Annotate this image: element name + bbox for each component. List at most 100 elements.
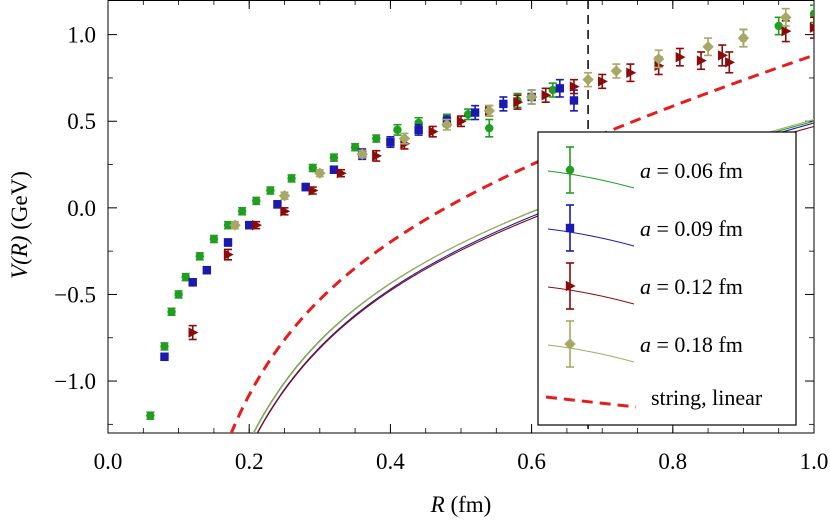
x-tick-label: 0.6 xyxy=(517,449,546,474)
data-point-series-0 xyxy=(174,290,183,299)
legend-marker xyxy=(565,165,575,175)
x-axis-title: R (fm) xyxy=(430,492,492,517)
legend-label: a = 0.18 fm xyxy=(640,332,743,357)
data-point-series-0 xyxy=(774,21,783,31)
x-tick-label: 0.2 xyxy=(235,449,264,474)
legend-box xyxy=(537,131,797,426)
data-point-series-1 xyxy=(555,84,565,93)
data-point-series-3 xyxy=(483,105,495,117)
data-point-series-3 xyxy=(780,11,792,24)
data-point-series-0 xyxy=(266,186,275,195)
data-point-series-3 xyxy=(582,73,594,86)
data-point-series-1 xyxy=(569,96,579,105)
x-tick-label: 0.4 xyxy=(376,449,405,474)
x-tick-label: 0.8 xyxy=(658,449,687,474)
legend: a = 0.06 fm a = 0.09 fm a = 0.12 fm a = 0.1… xyxy=(537,131,797,426)
data-point-series-0 xyxy=(393,125,402,135)
data-point-series-3 xyxy=(314,167,326,179)
legend-fit-sample xyxy=(547,170,635,189)
y-tick-label: 0.0 xyxy=(67,196,96,221)
data-point-series-2 xyxy=(725,57,735,68)
data-point-series-2 xyxy=(626,67,637,78)
data-point-series-2 xyxy=(456,116,467,127)
data-point-series-0 xyxy=(181,272,190,282)
data-point-series-3 xyxy=(525,91,538,103)
data-point-series-2 xyxy=(569,81,580,92)
data-point-series-0 xyxy=(146,411,155,420)
data-point-series-1 xyxy=(499,99,508,109)
data-point-series-2 xyxy=(252,219,262,231)
y-tick-label: 1.0 xyxy=(67,23,96,48)
data-point-series-1 xyxy=(329,165,339,174)
legend-marker xyxy=(565,280,576,292)
data-point-series-0 xyxy=(237,207,247,216)
data-point-series-2 xyxy=(598,76,608,87)
data-point-series-3 xyxy=(610,65,623,77)
data-point-series-2 xyxy=(696,55,707,66)
data-point-series-0 xyxy=(167,307,176,316)
legend-label: a = 0.09 fm xyxy=(640,216,743,241)
y-tick-label: −1.0 xyxy=(54,369,96,394)
data-point-series-2 xyxy=(718,50,728,61)
y-axis-title: V(R) (GeV) xyxy=(7,171,32,279)
data-point-series-1 xyxy=(202,265,212,275)
data-point-series-2 xyxy=(541,90,552,101)
y-tick-label: −0.5 xyxy=(54,282,96,307)
error-bar-series-2 xyxy=(810,16,814,39)
string-linear-curve xyxy=(229,53,814,433)
data-point-series-1 xyxy=(160,352,169,361)
data-point-series-0 xyxy=(485,123,494,133)
data-point-series-2 xyxy=(280,206,291,217)
legend-reference-sample xyxy=(545,395,637,409)
data-point-series-3 xyxy=(702,41,714,53)
data-point-series-1 xyxy=(386,137,395,147)
data-point-series-1 xyxy=(273,200,282,209)
data-point-series-0 xyxy=(195,252,204,261)
data-point-series-0 xyxy=(372,134,381,143)
data-point-series-1 xyxy=(223,238,233,247)
axis-ticks: 0.0 0.2 0.4 0.6 0.8 1.0 −1.0 −0.5 0.0 0.5 1.0 xyxy=(54,0,828,474)
legend-label: a = 0.12 fm xyxy=(640,274,743,299)
x-tick-label: 0.0 xyxy=(94,449,123,474)
legend-marker xyxy=(565,223,575,233)
y-tick-label: 0.5 xyxy=(67,109,96,134)
legend-fit-sample xyxy=(547,286,635,305)
data-point-series-1 xyxy=(245,220,254,230)
legend-fit-sample xyxy=(547,228,635,247)
data-point-series-0 xyxy=(350,143,360,152)
data-point-series-2 xyxy=(188,327,199,338)
data-point-series-2 xyxy=(308,185,319,196)
data-point-series-0 xyxy=(809,9,814,19)
data-point-series-0 xyxy=(463,110,473,119)
legend-label: a = 0.06 fm xyxy=(640,158,743,183)
data-point-series-2 xyxy=(223,249,234,260)
data-point-series-0 xyxy=(548,85,557,95)
data-point-series-2 xyxy=(513,96,524,108)
data-point-series-2 xyxy=(809,22,814,33)
data-point-series-0 xyxy=(209,234,219,244)
data-point-series-2 xyxy=(336,168,347,179)
error-bar-series-0 xyxy=(810,4,814,24)
data-point-series-1 xyxy=(414,125,423,135)
data-point-series-3 xyxy=(441,119,453,131)
data-point-series-0 xyxy=(223,220,233,230)
data-point-series-3 xyxy=(652,53,665,65)
x-tick-label: 1.0 xyxy=(800,449,829,474)
data-point-series-3 xyxy=(398,132,411,145)
data-point-series-1 xyxy=(188,278,197,287)
data-point-series-2 xyxy=(372,150,382,162)
data-point-series-0 xyxy=(252,196,261,206)
data-point-series-1 xyxy=(301,182,310,192)
data-point-series-3 xyxy=(737,32,750,44)
data-point-series-1 xyxy=(470,108,480,117)
legend-reference-label: string, linear xyxy=(651,385,763,410)
data-point-series-0 xyxy=(160,342,169,351)
data-point-series-0 xyxy=(329,153,339,162)
data-point-series-2 xyxy=(781,25,792,37)
data-point-series-2 xyxy=(428,126,439,137)
legend-fit-sample xyxy=(547,344,635,363)
data-point-series-3 xyxy=(356,148,368,160)
data-point-series-3 xyxy=(229,219,241,231)
legend-marker xyxy=(564,338,576,350)
